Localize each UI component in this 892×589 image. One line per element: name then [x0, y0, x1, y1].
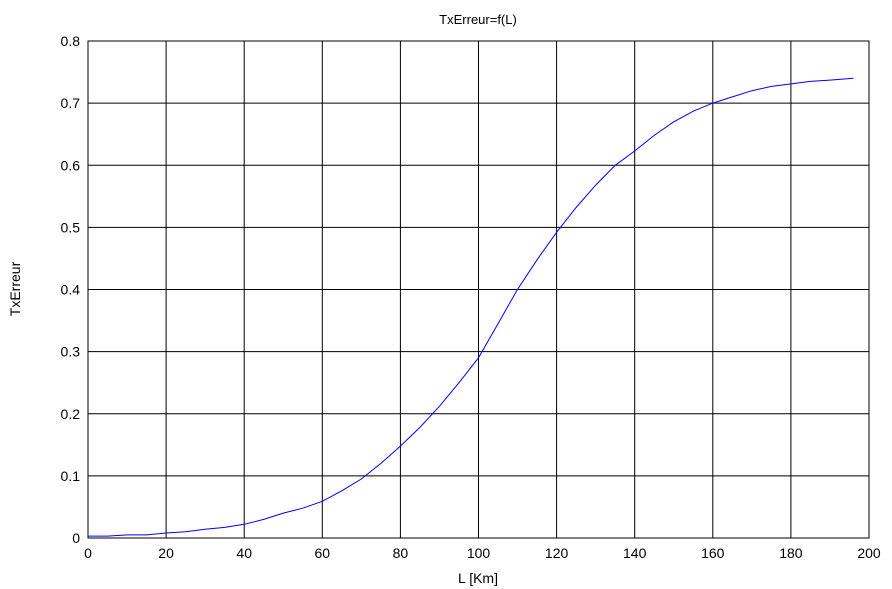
y-tick-label: 0: [72, 530, 80, 546]
x-tick-label: 80: [393, 545, 409, 561]
x-tick-label: 20: [158, 545, 174, 561]
y-tick-label: 0.2: [61, 406, 81, 422]
x-tick-label: 140: [623, 545, 647, 561]
plot-frame: [87, 40, 870, 539]
y-tick-label: 0.1: [61, 468, 81, 484]
y-tick-label: 0.4: [61, 282, 81, 298]
y-tick-label: 0.6: [61, 157, 81, 173]
y-tick-label: 0.3: [61, 344, 81, 360]
x-tick-label: 120: [545, 545, 569, 561]
x-tick-label: 60: [315, 545, 331, 561]
x-tick-label: 40: [236, 545, 252, 561]
x-tick-label: 180: [779, 545, 803, 561]
x-tick-label: 100: [467, 545, 491, 561]
y-tick-label: 0.7: [61, 95, 81, 111]
x-tick-label: 160: [701, 545, 725, 561]
series-group: [88, 77, 854, 537]
x-axis-title: L [Km]: [458, 570, 498, 586]
y-tick-label: 0.8: [61, 33, 81, 49]
axis-ticks: 0 20 40 60 80 100 120 140 160 180 200 0 0.1 0.2 0.3 0.4…: [61, 33, 881, 561]
x-tick-label: 0: [84, 545, 92, 561]
chart-title: TxErreur=f(L): [439, 12, 517, 27]
y-tick-label: 0.5: [61, 219, 81, 235]
series-line: [88, 77, 854, 537]
x-tick-label: 200: [857, 545, 881, 561]
y-axis-title: TxErreur: [7, 261, 23, 316]
